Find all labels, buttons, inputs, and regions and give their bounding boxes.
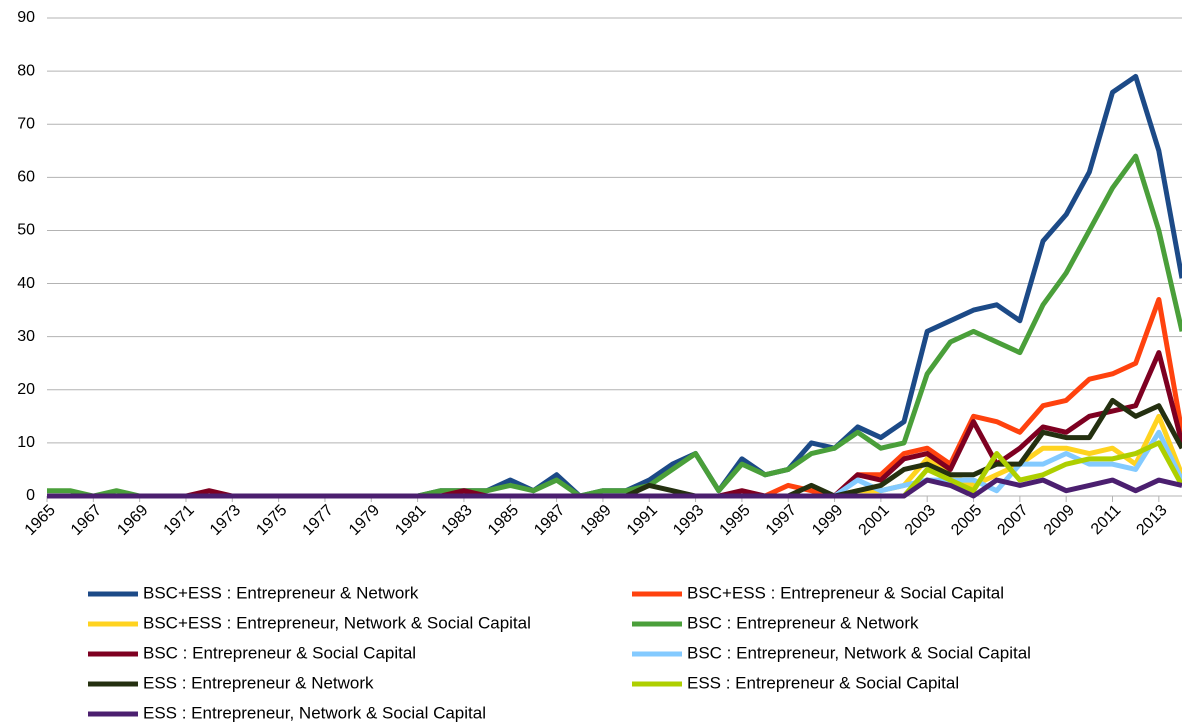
- legend-label: ESS : Entrepreneur, Network & Social Cap…: [143, 703, 486, 722]
- x-tick-label: 1991: [624, 502, 661, 539]
- y-tick-label: 90: [17, 9, 35, 26]
- x-tick-label: 1999: [809, 502, 846, 539]
- x-tick-label: 1979: [346, 502, 383, 539]
- y-tick-label: 70: [17, 115, 35, 132]
- x-tick-label: 1965: [22, 502, 59, 539]
- x-tick-label: 1975: [253, 502, 290, 539]
- x-tick-label: 1985: [485, 502, 522, 539]
- y-tick-label: 50: [17, 222, 35, 239]
- legend-label: BSC : Entrepreneur & Network: [687, 613, 919, 632]
- legend-label: BSC+ESS : Entrepreneur & Network: [143, 583, 419, 602]
- x-tick-label: 2005: [948, 502, 985, 539]
- x-tick-label: 2007: [994, 502, 1031, 539]
- x-tick-label: 1987: [531, 502, 568, 539]
- legend-label: ESS : Entrepreneur & Social Capital: [687, 673, 959, 692]
- x-tick-label: 1993: [670, 502, 707, 539]
- legend-label: BSC : Entrepreneur & Social Capital: [143, 643, 416, 662]
- legend-label: BSC : Entrepreneur, Network & Social Cap…: [687, 643, 1031, 662]
- y-tick-label: 60: [17, 169, 35, 186]
- x-tick-label: 1983: [439, 502, 476, 539]
- x-tick-label: 1969: [114, 502, 151, 539]
- x-tick-label: 1973: [207, 502, 244, 539]
- x-tick-label: 1997: [763, 502, 800, 539]
- legend-label: BSC+ESS : Entrepreneur & Social Capital: [687, 583, 1004, 602]
- y-tick-label: 10: [17, 434, 35, 451]
- x-tick-label: 1977: [300, 502, 337, 539]
- x-tick-label: 1971: [161, 502, 198, 539]
- x-tick-label: 2001: [855, 502, 892, 539]
- y-tick-label: 80: [17, 62, 35, 79]
- series-line: [47, 477, 1182, 499]
- y-tick-label: 20: [17, 381, 35, 398]
- x-tick-label: 1981: [392, 502, 429, 539]
- legend-label: ESS : Entrepreneur & Network: [143, 673, 374, 692]
- x-tick-label: 1989: [578, 502, 615, 539]
- series-line: [47, 73, 1182, 499]
- x-tick-label: 2003: [902, 502, 939, 539]
- legend-label: BSC+ESS : Entrepreneur, Network & Social…: [143, 613, 531, 632]
- y-tick-label: 0: [26, 487, 35, 504]
- x-tick-label: 1967: [68, 502, 105, 539]
- x-tick-label: 2009: [1041, 502, 1078, 539]
- x-tick-label: 2013: [1133, 502, 1170, 539]
- y-tick-label: 40: [17, 275, 35, 292]
- x-tick-label: 2011: [1088, 502, 1124, 538]
- x-tick-label: 1995: [717, 502, 754, 539]
- y-tick-label: 30: [17, 328, 35, 345]
- series-line: [47, 153, 1182, 499]
